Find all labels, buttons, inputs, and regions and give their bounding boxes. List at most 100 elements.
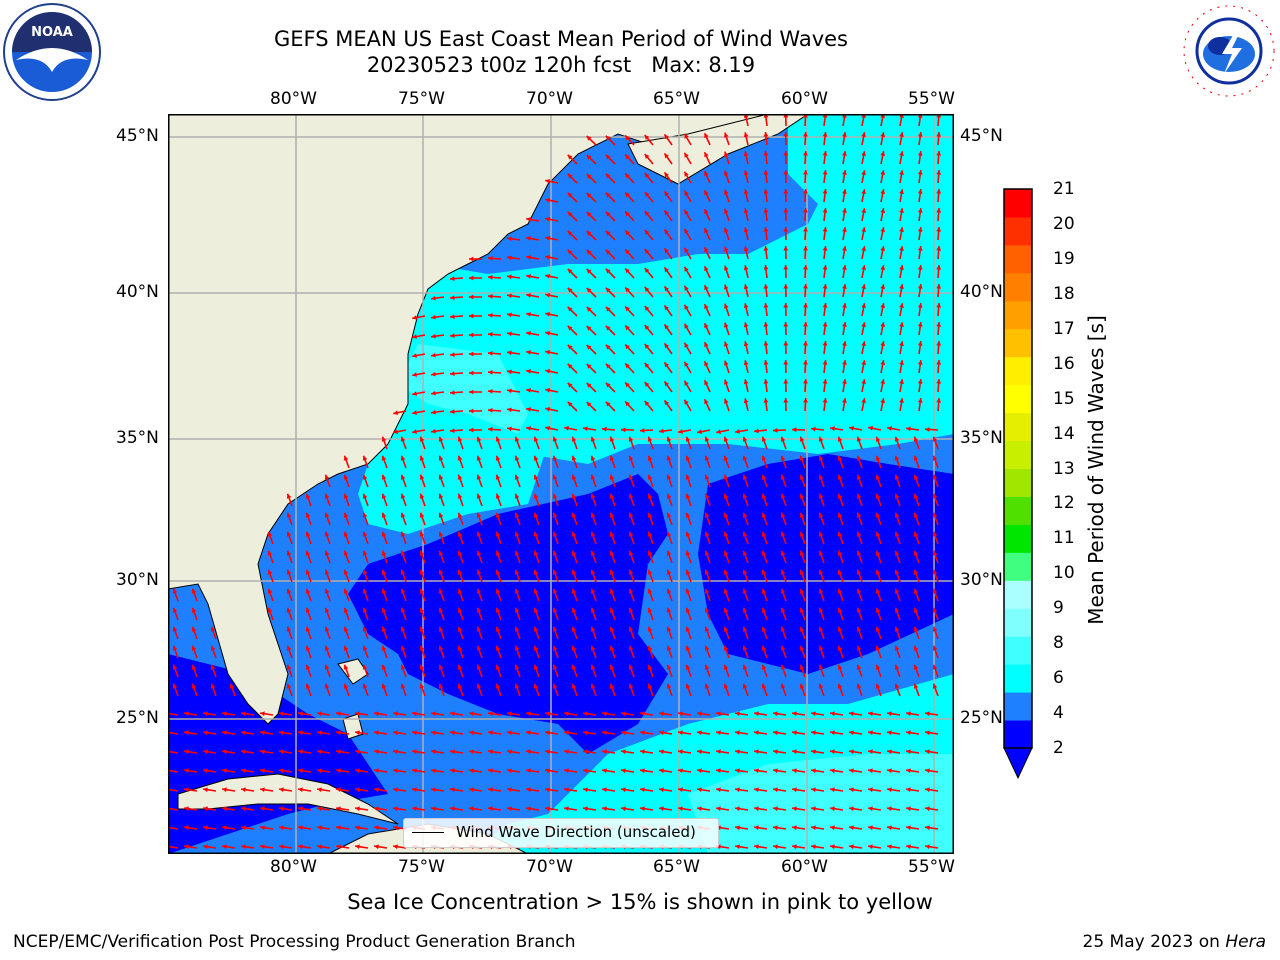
wind-wave-arrow-head — [583, 806, 588, 812]
wind-wave-arrow-head — [830, 749, 835, 755]
wind-wave-arrow-head — [799, 683, 805, 689]
wind-wave-arrow-head — [678, 429, 683, 434]
wind-wave-arrow-head — [936, 208, 942, 213]
wind-wave-arrow-head — [438, 512, 444, 518]
period-region-lightcyan — [398, 344, 528, 434]
wind-wave-arrow-head — [822, 208, 828, 213]
wind-wave-arrow-head — [894, 550, 900, 556]
wind-wave-arrow-head — [495, 664, 501, 670]
wind-wave-arrow-head — [298, 844, 303, 850]
wind-wave-arrow-head — [743, 151, 749, 157]
wind-wave-arrow-head — [761, 493, 767, 499]
wind-wave-arrow-head — [913, 474, 919, 480]
wind-wave-arrow-head — [625, 268, 630, 274]
colorbar-segment — [1004, 692, 1032, 721]
wind-wave-arrow-head — [684, 304, 689, 310]
wind-wave-arrow — [168, 731, 179, 735]
wind-wave-arrow-head — [913, 531, 919, 537]
wind-wave-arrow-head — [704, 228, 709, 234]
wind-wave-arrow-head — [754, 787, 759, 793]
wind-wave-arrow-head — [545, 330, 551, 336]
wind-wave-arrow-head — [743, 208, 749, 214]
wind-wave-arrow-head — [586, 154, 592, 160]
wind-wave-arrow-head — [837, 512, 843, 518]
wind-wave-arrow-head — [438, 664, 444, 670]
wind-wave-arrow-head — [723, 436, 729, 442]
wind-wave-arrow-head — [659, 768, 664, 774]
wind-wave-arrow-head — [564, 426, 569, 431]
wind-wave-arrow-head — [469, 256, 474, 262]
wind-wave-arrow-head — [894, 645, 900, 651]
wind-wave-arrow-head — [861, 398, 867, 404]
wind-wave-arrow-head — [381, 493, 387, 499]
wind-wave-arrow-head — [586, 230, 592, 236]
wind-wave-arrow-head — [925, 844, 930, 850]
wind-wave-arrow-head — [811, 825, 816, 831]
wind-wave-arrow-head — [469, 313, 474, 319]
wind-wave-arrow-head — [628, 493, 634, 499]
wind-wave-arrow-head — [685, 512, 691, 518]
wind-wave-arrow-head — [625, 249, 630, 255]
wind-wave-arrow-head — [754, 711, 759, 717]
wind-wave-arrow-head — [355, 825, 360, 831]
wind-wave-arrow-head — [875, 436, 881, 442]
wind-wave-arrow-head — [742, 607, 748, 613]
wind-wave-arrow-head — [906, 844, 911, 850]
wind-wave-arrow-head — [184, 787, 189, 793]
wind-wave-arrow — [168, 750, 179, 754]
wind-wave-arrow-head — [894, 493, 900, 499]
wind-wave-arrow-head — [822, 341, 828, 346]
wind-wave-arrow-head — [837, 550, 843, 556]
wind-wave-arrow-head — [286, 550, 292, 556]
wind-wave-arrow-head — [723, 284, 729, 290]
wind-wave-arrow-head — [241, 825, 246, 831]
wind-wave-arrow-head — [317, 768, 322, 774]
wind-wave-arrow-head — [704, 474, 710, 480]
wind-wave-arrow-head — [602, 768, 607, 774]
wind-wave-arrow-head — [419, 645, 425, 651]
wind-wave-arrow-head — [343, 474, 349, 480]
colorbar-segment — [1004, 216, 1032, 246]
wind-wave-arrow-head — [203, 730, 208, 736]
wind-wave-arrow-head — [431, 749, 436, 755]
wind-wave-arrow-head — [400, 607, 406, 613]
chart-title: GEFS MEAN US East Coast Mean Period of W… — [274, 27, 848, 51]
wind-wave-arrow-head — [545, 711, 550, 717]
wind-wave-arrow-head — [393, 749, 398, 755]
wind-wave-arrow-head — [849, 425, 855, 431]
wind-wave-arrow-head — [647, 493, 653, 499]
wind-wave-arrow-head — [450, 749, 455, 755]
wind-wave-arrow-head — [647, 683, 653, 689]
wind-wave-arrow-head — [526, 711, 531, 717]
wind-wave-arrow-head — [184, 844, 189, 850]
wind-wave-arrow-head — [564, 768, 569, 774]
wind-wave-arrow-head — [419, 588, 425, 594]
wind-wave-arrow-head — [625, 363, 630, 369]
wind-wave-arrow-head — [783, 303, 789, 308]
wind-wave-arrow-head — [609, 474, 615, 480]
wind-wave-arrow-head — [203, 749, 208, 755]
wind-wave-arrow-head — [743, 284, 749, 290]
wind-wave-arrow-head — [184, 730, 189, 736]
wind-wave-arrow-head — [913, 493, 919, 499]
wind-wave-arrow-head — [172, 664, 178, 670]
wind-wave-arrow-head — [495, 493, 501, 499]
wind-wave-arrow-head — [605, 363, 611, 369]
wind-wave-arrow-head — [393, 730, 398, 736]
wind-wave-arrow-head — [849, 730, 854, 736]
wind-wave-arrow-head — [716, 730, 721, 736]
wind-wave-arrow-head — [625, 211, 630, 217]
wind-wave-arrow-head — [419, 493, 425, 499]
wind-wave-arrow-head — [590, 474, 596, 480]
wind-wave-arrow-head — [842, 208, 847, 213]
wind-wave-arrow-head — [571, 436, 577, 442]
wind-wave-arrow-head — [567, 401, 573, 407]
wind-wave-arrow-head — [605, 135, 611, 141]
wind-wave-arrow-head — [842, 303, 847, 308]
wind-wave-arrow-head — [742, 588, 748, 594]
wind-wave-arrow-head — [763, 189, 769, 194]
wind-wave-arrow-head — [286, 512, 292, 518]
wind-wave-arrow-head — [552, 569, 558, 575]
wind-wave-arrow-head — [704, 152, 709, 158]
wind-wave-arrow-head — [875, 588, 881, 594]
